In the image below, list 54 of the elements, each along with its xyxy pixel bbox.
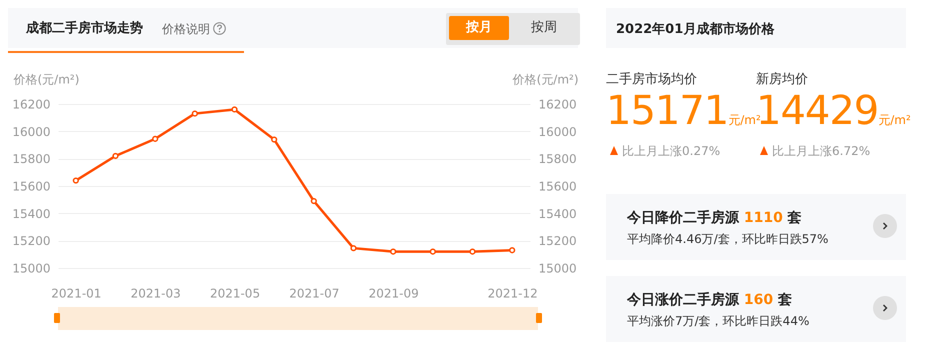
- point: [390, 248, 396, 255]
- x-tick-label: 2021-01: [51, 286, 102, 300]
- x-tick-label: 2021-03: [130, 286, 181, 300]
- y2-tick-label: 16000: [538, 124, 577, 139]
- text: 套: [778, 292, 792, 308]
- text: 160: [744, 292, 774, 308]
- text: 平均涨价7万/套，环比昨日跌44%: [627, 313, 810, 330]
- x-tick-label: 2021-07: [289, 286, 340, 300]
- chart-title: 成都二手房市场走势: [26, 20, 143, 37]
- point: [430, 248, 436, 255]
- text: 二手房市场均价: [606, 71, 697, 88]
- point: [310, 198, 317, 204]
- point: [469, 248, 476, 255]
- point: [72, 177, 79, 184]
- y2-tick-label: 16200: [538, 98, 577, 112]
- text: 今日涨价二手房源: [627, 292, 739, 308]
- point: [350, 245, 357, 252]
- y-tick-label: 16000: [12, 124, 50, 139]
- y-tick-label: 15800: [12, 152, 50, 166]
- y-tick-label: 15200: [12, 234, 50, 248]
- y2-tick-label: 15400: [538, 206, 577, 221]
- text: 比上月上涨0.27%: [622, 143, 720, 160]
- y2-tick-label: 15000: [538, 262, 577, 276]
- text: 按月: [449, 16, 509, 40]
- y2-tick-label: 15200: [538, 234, 577, 248]
- point: [112, 152, 119, 160]
- y-axis-title: 价格(元/m²): [12, 72, 80, 86]
- point: [152, 136, 158, 142]
- y-tick-label: 15000: [12, 262, 50, 276]
- point: [271, 136, 278, 143]
- y2-tick-label: 15800: [538, 152, 577, 166]
- x-tick-label: 2021-09: [368, 286, 419, 300]
- x-tick-label: 2021-12: [488, 286, 538, 300]
- point: [231, 106, 238, 113]
- point: [509, 247, 516, 254]
- text: 元/m²: [728, 113, 761, 127]
- point: [192, 110, 198, 117]
- y-tick-label: 15600: [12, 180, 50, 194]
- text: 元/m²: [878, 113, 911, 127]
- text: 15171: [606, 88, 728, 134]
- text: 比上月上涨6.72%: [772, 143, 870, 160]
- text: 平均降价4.46万/套，环比昨日跌57%: [627, 231, 828, 248]
- text: 按周: [530, 19, 558, 37]
- text: 套: [788, 210, 802, 226]
- text: 新房均价: [756, 71, 808, 88]
- text: 今日降价二手房源: [627, 210, 739, 226]
- y2-axis-title: 价格(元/m²): [512, 72, 578, 86]
- text: 价格说明: [162, 21, 210, 38]
- y2-tick-label: 15600: [538, 180, 577, 194]
- y-tick-label: 16200: [12, 98, 50, 112]
- text: 2022年01月成都市场价格: [616, 20, 774, 38]
- y-tick-label: 15400: [12, 206, 50, 221]
- x-tick-label: 2021-05: [210, 286, 260, 300]
- text: 1110: [744, 210, 783, 226]
